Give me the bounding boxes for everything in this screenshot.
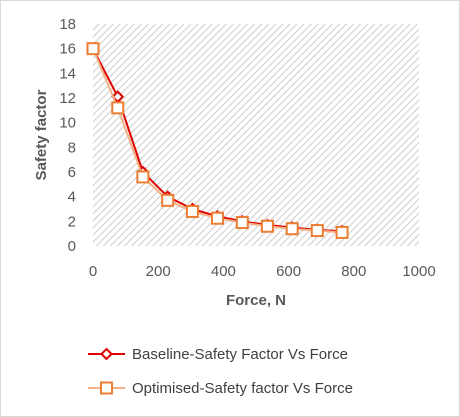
data-point xyxy=(310,224,324,238)
y-tick-label: 14 xyxy=(59,65,76,82)
legend: Baseline-Safety Factor Vs Force Optimised… xyxy=(88,346,353,397)
data-point xyxy=(161,193,175,207)
legend-label: Baseline-Safety Factor Vs Force xyxy=(132,346,348,363)
data-point xyxy=(260,219,274,233)
y-tick-label: 4 xyxy=(68,189,76,206)
legend-label: Optimised-Safety factor Vs Force xyxy=(132,380,353,397)
y-tick-label: 10 xyxy=(59,115,76,132)
legend-marker xyxy=(100,381,113,395)
x-tick-label: 0 xyxy=(89,263,97,280)
data-point xyxy=(185,204,199,218)
x-axis-ticks: 0 200 400 600 800 1000 xyxy=(89,263,436,280)
legend-item: Optimised-Safety factor Vs Force xyxy=(88,380,353,397)
data-point xyxy=(211,211,225,225)
plot-area xyxy=(93,24,419,246)
y-tick-label: 16 xyxy=(59,41,76,58)
x-tick-label: 400 xyxy=(211,263,236,280)
x-tick-label: 200 xyxy=(146,263,171,280)
x-axis-title: Force, N xyxy=(226,292,286,309)
y-tick-label: 2 xyxy=(68,213,76,230)
data-point xyxy=(86,42,100,56)
data-point xyxy=(136,170,150,184)
y-tick-label: 12 xyxy=(59,90,76,107)
x-tick-label: 600 xyxy=(276,263,301,280)
data-point xyxy=(285,222,299,236)
data-point xyxy=(235,216,249,230)
y-tick-label: 8 xyxy=(68,139,76,156)
y-axis-ticks: 0 2 4 6 8 10 12 14 16 18 xyxy=(59,16,76,255)
legend-item: Baseline-Safety Factor Vs Force xyxy=(88,346,348,363)
y-tick-label: 0 xyxy=(68,238,76,255)
x-tick-label: 800 xyxy=(341,263,366,280)
series-2 xyxy=(86,42,349,239)
y-axis-title: Safety factor xyxy=(33,89,50,180)
y-tick-label: 6 xyxy=(68,164,76,181)
x-tick-label: 1000 xyxy=(402,263,435,280)
data-point xyxy=(335,225,349,239)
y-tick-label: 18 xyxy=(59,16,76,33)
legend-marker xyxy=(100,347,113,361)
series-layer xyxy=(86,42,349,239)
data-point xyxy=(111,101,125,115)
